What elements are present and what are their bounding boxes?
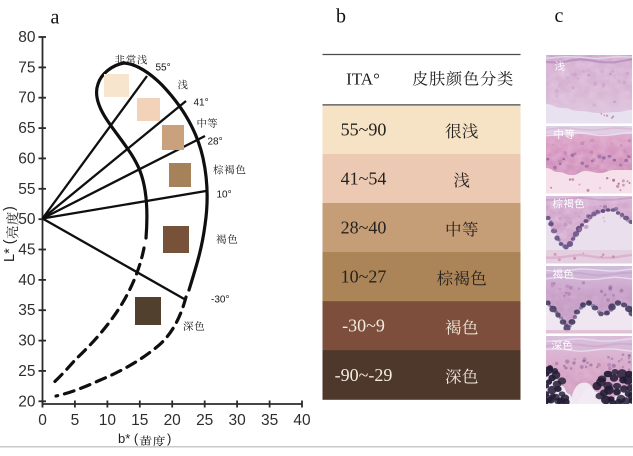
svg-text:25: 25: [196, 412, 213, 429]
svg-text:): ): [2, 206, 18, 211]
svg-text:20: 20: [18, 393, 36, 410]
svg-text:10: 10: [99, 412, 117, 429]
svg-text:41~54: 41~54: [341, 169, 387, 189]
svg-text:80: 80: [18, 29, 36, 46]
svg-text:c: c: [555, 5, 564, 27]
svg-text:75: 75: [18, 59, 35, 76]
svg-text:55~90: 55~90: [341, 119, 387, 139]
svg-text:40: 40: [293, 412, 311, 429]
svg-text:L* (: L* (: [2, 239, 18, 262]
svg-text:15: 15: [131, 412, 148, 429]
svg-text:65: 65: [18, 120, 35, 137]
svg-text:5: 5: [71, 412, 80, 429]
svg-text:-90~-29: -90~-29: [335, 365, 393, 385]
svg-text:20: 20: [164, 412, 182, 429]
svg-text:50: 50: [18, 211, 36, 228]
svg-text:-30~9: -30~9: [342, 316, 385, 336]
svg-text:40: 40: [18, 272, 36, 289]
svg-text:60: 60: [18, 150, 36, 167]
svg-text:b* (: b* (: [118, 431, 139, 446]
svg-text:25: 25: [18, 363, 35, 380]
svg-text:30: 30: [228, 412, 246, 429]
svg-text:28°: 28°: [208, 137, 223, 148]
svg-text:b: b: [336, 6, 346, 28]
svg-text:41°: 41°: [194, 98, 209, 109]
svg-text:35: 35: [18, 302, 35, 319]
svg-text:a: a: [51, 7, 60, 29]
svg-text:10~27: 10~27: [341, 267, 387, 287]
svg-text:): ): [167, 431, 171, 446]
svg-text:55°: 55°: [156, 63, 171, 74]
svg-text:0: 0: [38, 412, 47, 429]
svg-text:45: 45: [18, 242, 35, 259]
svg-text:30: 30: [18, 333, 36, 350]
svg-text:35: 35: [261, 412, 278, 429]
svg-text:55: 55: [18, 181, 35, 198]
svg-text:10°: 10°: [217, 190, 232, 201]
svg-text:28~40: 28~40: [341, 218, 387, 238]
svg-text:ITA°: ITA°: [346, 70, 380, 89]
svg-text:70: 70: [18, 90, 36, 107]
svg-text:-30°: -30°: [211, 295, 229, 306]
